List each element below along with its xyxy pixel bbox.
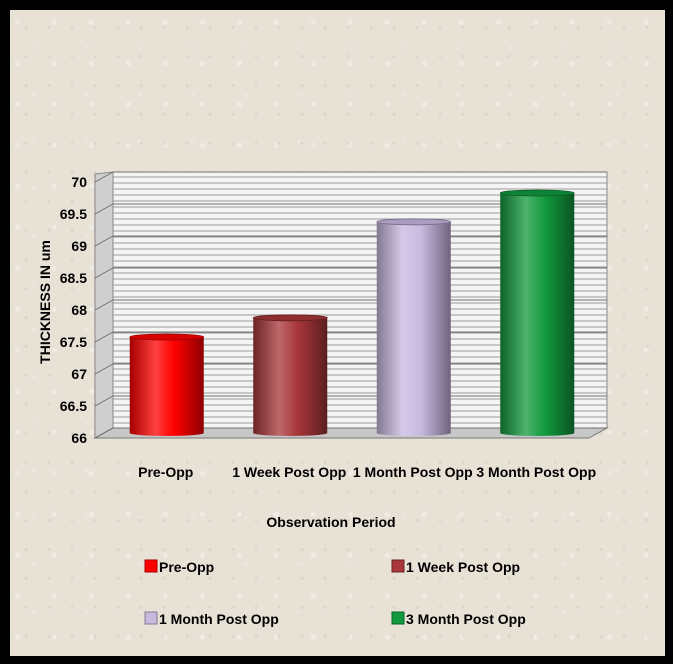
- x-tick-label: Pre-Opp: [138, 464, 193, 480]
- bar: [499, 189, 575, 437]
- legend-label: 3 Month Post Opp: [406, 611, 526, 627]
- bar: [129, 333, 205, 437]
- bar-body: [129, 337, 204, 437]
- x-tick-label: 1 Month Post Opp: [353, 464, 473, 480]
- legend-item: Pre-Opp: [144, 559, 214, 575]
- legend-item: 1 Month Post Opp: [144, 611, 279, 627]
- y-tick-label: 68: [71, 302, 87, 318]
- legend-swatch: [144, 611, 158, 625]
- x-axis-title: Observation Period: [266, 514, 395, 530]
- bar-body: [500, 193, 575, 437]
- gridline-side: [94, 203, 114, 215]
- legend-label: Pre-Opp: [159, 559, 214, 575]
- bar-body: [253, 317, 328, 437]
- legend-label: 1 Week Post Opp: [406, 559, 520, 575]
- legend-swatch: [144, 559, 158, 573]
- gridline-side: [94, 363, 114, 375]
- gridline-side: [94, 427, 114, 439]
- bars: [129, 189, 575, 437]
- legend: Pre-Opp 1 Week Post Opp 1 Month Post Opp 3 …: [144, 559, 526, 627]
- legend-item: 1 Week Post Opp: [391, 559, 520, 575]
- legend-swatch: [391, 559, 405, 573]
- legend-swatch: [391, 611, 405, 625]
- bar-top: [499, 189, 575, 197]
- bar-top: [252, 314, 328, 322]
- y-tick-label: 66.5: [60, 398, 87, 414]
- y-axis-ticks: 66 66.5 67 67.5 68 68.5 69 69.5 70: [60, 174, 87, 446]
- y-tick-label: 70: [71, 174, 87, 190]
- x-axis-labels: Pre-Opp 1 Week Post Opp 1 Month Post Opp 3 …: [138, 464, 596, 480]
- bar-body: [376, 221, 451, 437]
- gridline-side: [94, 235, 114, 247]
- gridline-side: [94, 171, 114, 183]
- bar-top: [129, 333, 205, 341]
- y-tick-label: 69.5: [60, 206, 87, 222]
- legend-label: 1 Month Post Opp: [159, 611, 279, 627]
- bar-top: [376, 218, 452, 226]
- gridline-side: [94, 299, 114, 311]
- bar: [252, 314, 328, 437]
- y-tick-label: 67: [71, 366, 87, 382]
- x-tick-label: 3 Month Post Opp: [476, 464, 596, 480]
- x-tick-label: 1 Week Post Opp: [232, 464, 346, 480]
- gridline-side: [94, 331, 114, 343]
- legend-item: 3 Month Post Opp: [391, 611, 526, 627]
- bar: [376, 218, 452, 437]
- gridline-side: [94, 267, 114, 279]
- y-tick-label: 68.5: [60, 270, 87, 286]
- y-tick-label: 69: [71, 238, 87, 254]
- y-tick-label: 67.5: [60, 334, 87, 350]
- gridline-side: [94, 395, 114, 407]
- y-tick-label: 66: [71, 430, 87, 446]
- y-axis-title: THICKNESS IN um: [37, 240, 53, 364]
